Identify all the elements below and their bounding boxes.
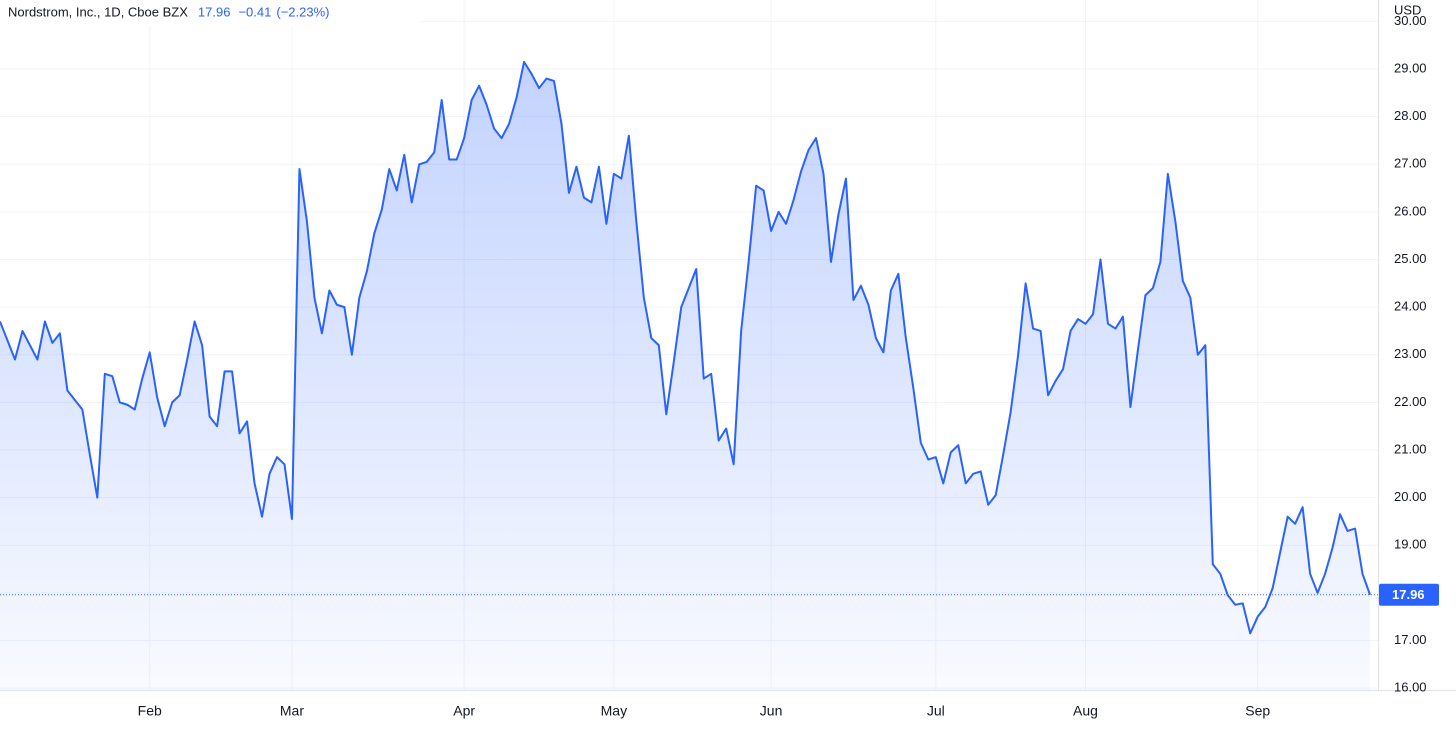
- y-tick-label: 16.00: [1394, 680, 1427, 695]
- y-tick-label: 24.00: [1394, 299, 1427, 314]
- y-tick-label: 29.00: [1394, 60, 1427, 75]
- x-tick-label: Aug: [1073, 703, 1098, 719]
- y-tick-label: 19.00: [1394, 537, 1427, 552]
- y-tick-label: 21.00: [1394, 441, 1427, 456]
- y-tick-label: 22.00: [1394, 394, 1427, 409]
- price-line: [0, 60, 1371, 635]
- change-percent: (−2.23%): [276, 4, 329, 19]
- x-tick-label: Mar: [280, 703, 304, 719]
- y-tick-label: 27.00: [1394, 156, 1427, 171]
- x-tick-label: Sep: [1245, 703, 1270, 719]
- y-tick-label: 20.00: [1394, 489, 1427, 504]
- y-tick-label: 23.00: [1394, 346, 1427, 361]
- y-tick-label: 26.00: [1394, 203, 1427, 218]
- area-layer: [0, 60, 1378, 690]
- change: −0.41: [238, 4, 271, 19]
- y-tick-label: 17.00: [1394, 632, 1427, 647]
- y-tick-label: 28.00: [1394, 108, 1427, 123]
- x-tick-label: Feb: [138, 703, 162, 719]
- x-tick-label: Jun: [760, 703, 783, 719]
- x-tick-label: Jul: [927, 703, 945, 719]
- area-fill: [0, 61, 1370, 690]
- legend-bg: [0, 0, 420, 26]
- y-tick-label: 30.00: [1394, 13, 1427, 28]
- last-price-label: 17.96: [1392, 587, 1425, 602]
- price: 17.96: [198, 4, 231, 19]
- last-price-box: [1379, 583, 1439, 606]
- chart-title: Nordstrom, Inc., 1D, Cboe BZX: [8, 4, 188, 19]
- x-tick-label: May: [601, 703, 627, 719]
- currency: USD: [1394, 2, 1421, 17]
- y-tick-label: 25.00: [1394, 251, 1427, 266]
- x-tick-label: Apr: [453, 703, 475, 719]
